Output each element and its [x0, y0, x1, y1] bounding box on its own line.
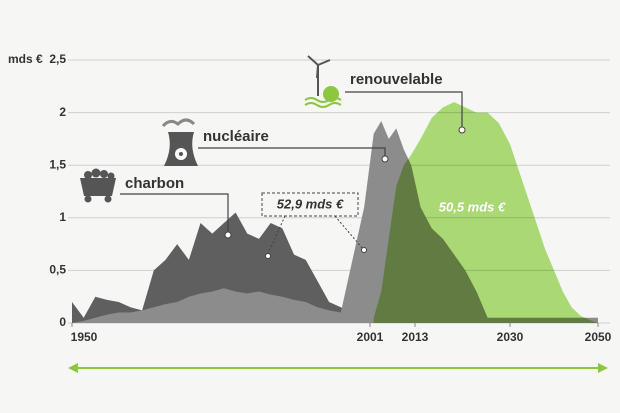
x-tick-label: 1950	[71, 330, 98, 344]
area	[373, 102, 598, 323]
callout-dot	[224, 231, 232, 239]
annotation: 52,9 mds €	[277, 196, 344, 211]
y-axis-label: mds €	[8, 52, 43, 66]
x-tick-label: 2050	[585, 330, 612, 344]
series-label: renouvelable	[350, 71, 443, 88]
callout-line	[345, 91, 463, 128]
x-tick-label: 2030	[497, 330, 524, 344]
areas	[72, 102, 598, 324]
callout-dot	[361, 247, 367, 253]
y-tick-label: 1	[59, 210, 66, 224]
x-tick-label: 2013	[402, 330, 429, 344]
series-label: charbon	[125, 175, 184, 192]
callout-dot	[458, 126, 466, 134]
y-tick-label: 0	[59, 315, 66, 329]
annotation-box	[261, 192, 359, 217]
nuclear-icon	[161, 118, 198, 166]
y-tick-label: 2,5	[49, 52, 66, 66]
callout-line	[120, 193, 229, 233]
timeline-arrow	[68, 363, 608, 373]
callout-dot	[265, 253, 271, 259]
series-label: nucléaire	[203, 128, 269, 145]
callouts	[120, 91, 466, 259]
y-tick-label: 0,5	[49, 263, 66, 277]
annotation-line	[334, 215, 364, 250]
annotation: 50,5 mds €	[439, 199, 506, 214]
annotation-line	[267, 215, 286, 255]
y-tick-label: 1,5	[49, 157, 66, 171]
renewable-icon	[304, 55, 342, 108]
area	[72, 212, 374, 323]
callout-dot	[381, 155, 389, 163]
callout-line	[198, 147, 386, 157]
y-tick-label: 2	[59, 105, 66, 119]
coal-icon	[80, 168, 116, 203]
x-tick-label: 2001	[357, 330, 384, 344]
